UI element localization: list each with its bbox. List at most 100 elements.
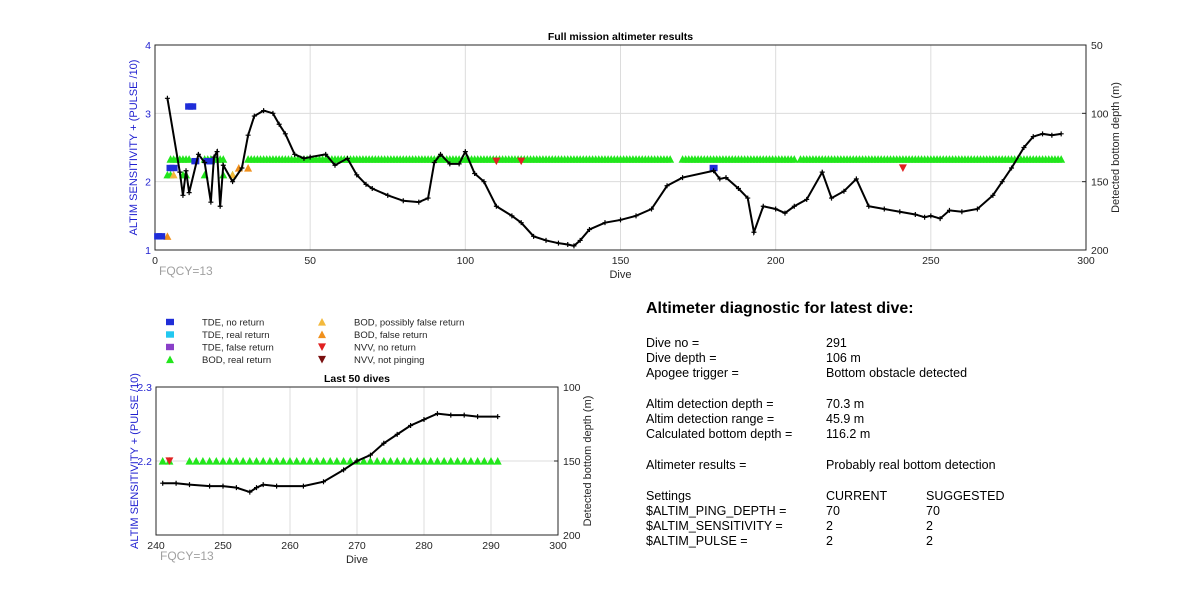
results-value: Probably real bottom detection bbox=[826, 458, 996, 473]
results-label: Altimeter results = bbox=[646, 458, 747, 473]
bod-real-marker bbox=[433, 457, 442, 465]
calc-depth-label: Calculated bottom depth = bbox=[646, 427, 793, 442]
x-tick-label: 290 bbox=[482, 540, 500, 552]
pulse-label: $ALTIM_PULSE = bbox=[646, 534, 748, 549]
chart-title: Full mission altimeter results bbox=[548, 31, 693, 43]
bottom-depth-point bbox=[208, 199, 214, 205]
bottom-depth-point bbox=[577, 237, 583, 243]
diagnostic-title: Altimeter diagnostic for latest dive: bbox=[646, 300, 914, 317]
chart-title: Last 50 dives bbox=[324, 373, 390, 385]
x-tick-label: 300 bbox=[549, 540, 567, 552]
bottom-depth-point bbox=[408, 422, 414, 428]
x-axis-label: Dive bbox=[346, 554, 368, 566]
bod-real-marker bbox=[192, 457, 201, 465]
bod-real-marker bbox=[279, 457, 288, 465]
bod-real-marker bbox=[666, 155, 675, 163]
x-tick-label: 250 bbox=[214, 540, 232, 552]
bottom-depth-point bbox=[434, 411, 440, 417]
bottom-depth-point bbox=[937, 216, 943, 222]
bottom-depth-point bbox=[245, 132, 251, 138]
bottom-depth-point bbox=[239, 165, 245, 171]
y-right-tick-label: 50 bbox=[1091, 40, 1103, 52]
bottom-depth-point bbox=[448, 412, 454, 418]
bottom-depth-point bbox=[853, 176, 859, 182]
bottom-depth-point bbox=[1030, 134, 1036, 140]
bottom-depth-point bbox=[571, 243, 577, 249]
ping-depth-current: 70 bbox=[826, 504, 840, 518]
bottom-depth-point bbox=[431, 160, 437, 166]
dive-depth-row: Dive depth = 106 m bbox=[646, 351, 1186, 366]
bottom-depth-point bbox=[999, 179, 1005, 185]
marker-nvv-no-return bbox=[492, 157, 501, 166]
bottom-depth-point bbox=[363, 181, 369, 187]
pulse-current: 2 bbox=[826, 534, 833, 549]
bod-real-marker bbox=[386, 457, 395, 465]
bod-real-marker bbox=[205, 457, 214, 465]
bottom-depth-point bbox=[381, 440, 387, 446]
bottom-depth-point bbox=[202, 160, 208, 166]
bottom-depth-point bbox=[425, 195, 431, 201]
bod-real-marker bbox=[399, 457, 408, 465]
bottom-depth-point bbox=[773, 206, 779, 212]
bottom-depth-point bbox=[633, 213, 639, 219]
bod-real-marker bbox=[212, 457, 221, 465]
marker-tde-no-return bbox=[709, 164, 718, 172]
y-right-axis-label: Detected bottom depth (m) bbox=[582, 396, 594, 527]
pulse-row: $ALTIM_PULSE = 2 2 bbox=[646, 534, 1186, 549]
legend-marker bbox=[318, 343, 326, 351]
x-tick-label: 0 bbox=[152, 255, 158, 267]
det-range-label: Altim detection range = bbox=[646, 412, 775, 427]
bottom-depth-point bbox=[760, 203, 766, 209]
bod-real-marker bbox=[493, 457, 502, 465]
bottom-depth-point bbox=[385, 192, 391, 198]
legend-marker bbox=[318, 355, 326, 364]
y-right-tick-label: 200 bbox=[1091, 245, 1109, 257]
marker-bod-possibly-false-return bbox=[169, 170, 178, 179]
bottom-depth-point bbox=[160, 480, 166, 486]
bottom-depth-point bbox=[1040, 131, 1046, 137]
bod-real-marker bbox=[245, 457, 254, 465]
bottom-depth-point bbox=[195, 151, 201, 157]
bod-real-marker bbox=[219, 457, 227, 465]
legend-label: BOD, false return bbox=[354, 330, 427, 341]
bottom-depth-point bbox=[782, 210, 788, 216]
legend-marker bbox=[318, 330, 326, 339]
bottom-depth-point bbox=[321, 479, 326, 485]
bottom-depth-point bbox=[493, 203, 499, 209]
bottom-depth-point bbox=[461, 412, 467, 418]
bod-real-marker bbox=[413, 457, 422, 465]
bottom-depth-point bbox=[518, 220, 524, 226]
bottom-depth-point bbox=[254, 485, 259, 491]
sensitivity-label: $ALTIM_SENSITIVITY = bbox=[646, 519, 783, 534]
bod-real-marker bbox=[332, 457, 341, 465]
bod-real-marker bbox=[259, 457, 268, 465]
bod-real-marker bbox=[426, 457, 435, 465]
bottom-depth-point bbox=[301, 155, 307, 161]
bottom-depth-point bbox=[1021, 145, 1027, 150]
bod-real-marker bbox=[265, 457, 274, 465]
bottom-depth-point bbox=[247, 489, 253, 495]
bottom-depth-point bbox=[251, 113, 257, 119]
x-tick-label: 300 bbox=[1077, 255, 1095, 267]
dive-depth-label: Dive depth = bbox=[646, 351, 717, 366]
marker-tde-no-return bbox=[169, 164, 178, 172]
bod-real-marker bbox=[306, 457, 315, 465]
bottom-depth-point bbox=[664, 183, 670, 189]
bod-real-marker bbox=[406, 457, 415, 465]
bottom-depth-point bbox=[912, 211, 918, 217]
y-left-tick-label: 2.2 bbox=[137, 456, 152, 468]
y-right-tick-label: 200 bbox=[563, 530, 581, 542]
bod-real-marker bbox=[292, 457, 301, 465]
x-axis-label: Dive bbox=[609, 269, 631, 281]
bod-real-marker bbox=[326, 457, 335, 465]
bottom-depth-point bbox=[186, 190, 192, 196]
bottom-depth-point bbox=[751, 229, 757, 235]
settings-label: Settings bbox=[646, 488, 692, 503]
bod-real-marker bbox=[466, 457, 475, 465]
bottom-depth-point bbox=[394, 431, 400, 437]
bottom-depth-point bbox=[367, 452, 373, 458]
bottom-depth-point bbox=[438, 151, 444, 157]
bottom-depth-point bbox=[1058, 131, 1064, 137]
y-right-tick-label: 100 bbox=[1091, 108, 1109, 120]
bod-real-marker bbox=[473, 457, 482, 465]
